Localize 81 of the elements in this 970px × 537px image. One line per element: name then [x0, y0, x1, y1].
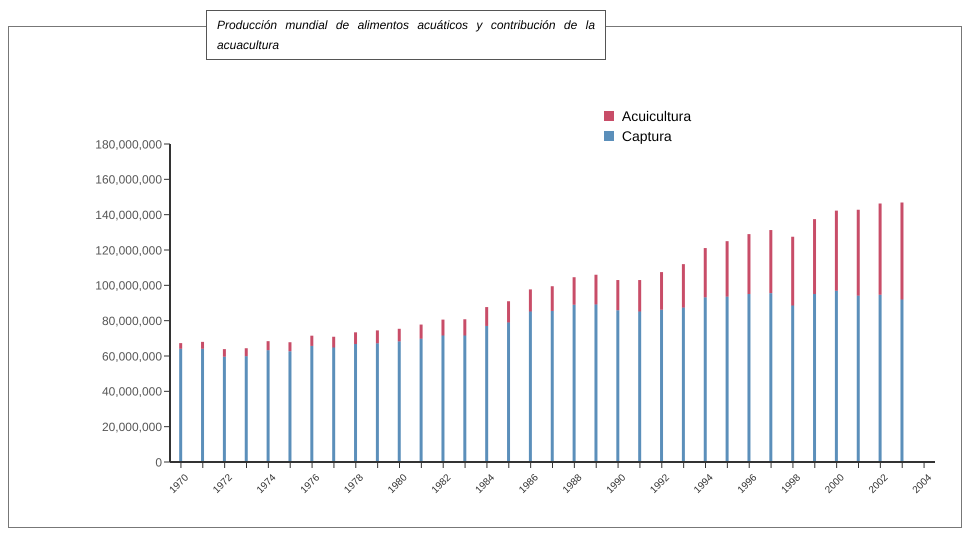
bar	[769, 293, 772, 462]
y-tick-label: 160,000,000	[95, 172, 162, 187]
bar	[376, 330, 379, 344]
bar	[266, 350, 270, 462]
bar	[288, 351, 292, 462]
legend-label: Captura	[620, 128, 673, 144]
bar	[856, 296, 860, 462]
bar	[594, 274, 598, 304]
bar	[441, 336, 444, 462]
bar	[791, 236, 794, 306]
bar	[528, 311, 532, 462]
bar	[660, 272, 664, 310]
bar	[485, 326, 488, 462]
bar	[726, 296, 729, 462]
bar	[507, 301, 510, 322]
bar	[878, 204, 882, 295]
bar	[704, 297, 707, 462]
bar	[660, 310, 664, 462]
bar	[222, 356, 226, 462]
bar	[179, 348, 182, 462]
bar	[528, 289, 532, 312]
bar	[201, 348, 204, 462]
bar	[201, 342, 204, 349]
bar	[244, 356, 248, 462]
bar	[398, 341, 401, 462]
bar	[594, 304, 598, 462]
bar	[266, 341, 270, 350]
y-tick-label: 20,000,000	[102, 420, 162, 434]
bar	[572, 277, 576, 305]
bar	[572, 304, 576, 462]
bar	[463, 319, 466, 336]
y-tick-label: 180,000,000	[95, 137, 162, 152]
bar	[398, 328, 401, 342]
bar	[878, 294, 882, 462]
bar	[550, 286, 554, 311]
bar	[834, 210, 838, 291]
bar	[420, 338, 423, 462]
y-tick-label: 60,000,000	[102, 349, 162, 364]
bar	[747, 294, 750, 462]
y-tick-label: 140,000,000	[95, 208, 162, 222]
legend-label: Acuicultura	[620, 108, 692, 124]
y-tick-label: 0	[155, 455, 162, 470]
bar	[310, 336, 314, 346]
bar	[682, 308, 685, 462]
bar	[485, 307, 488, 326]
bar	[179, 343, 182, 349]
bar	[791, 305, 794, 462]
bar	[441, 320, 444, 336]
bar	[616, 280, 620, 310]
y-tick-label: 80,000,000	[102, 314, 162, 328]
bar	[616, 310, 620, 462]
bar	[900, 299, 904, 462]
bar	[834, 290, 838, 462]
bar	[747, 234, 750, 294]
bar	[354, 332, 358, 344]
chart-title: Producción mundial de alimentos acuáticos y contribución de la acuacultura	[206, 10, 606, 60]
y-tick-label: 40,000,000	[102, 384, 162, 399]
bar	[332, 336, 336, 348]
bar	[813, 219, 816, 294]
bar	[638, 280, 642, 312]
bar	[376, 343, 379, 462]
bar	[420, 324, 423, 339]
bar	[310, 346, 314, 462]
bar	[682, 264, 685, 308]
bar	[222, 349, 226, 357]
bar	[856, 210, 860, 296]
bar	[463, 336, 466, 462]
bar	[900, 202, 904, 300]
bar	[288, 342, 292, 352]
bar	[769, 230, 772, 294]
bar	[332, 348, 336, 462]
bar	[726, 241, 729, 297]
bar	[813, 294, 816, 462]
y-tick-label: 100,000,000	[95, 278, 162, 293]
bar	[550, 310, 554, 462]
bar	[507, 322, 510, 462]
bar	[244, 348, 248, 356]
bar	[354, 344, 358, 462]
y-tick-label: 120,000,000	[95, 243, 162, 258]
bar	[704, 248, 707, 298]
bar	[638, 311, 642, 462]
